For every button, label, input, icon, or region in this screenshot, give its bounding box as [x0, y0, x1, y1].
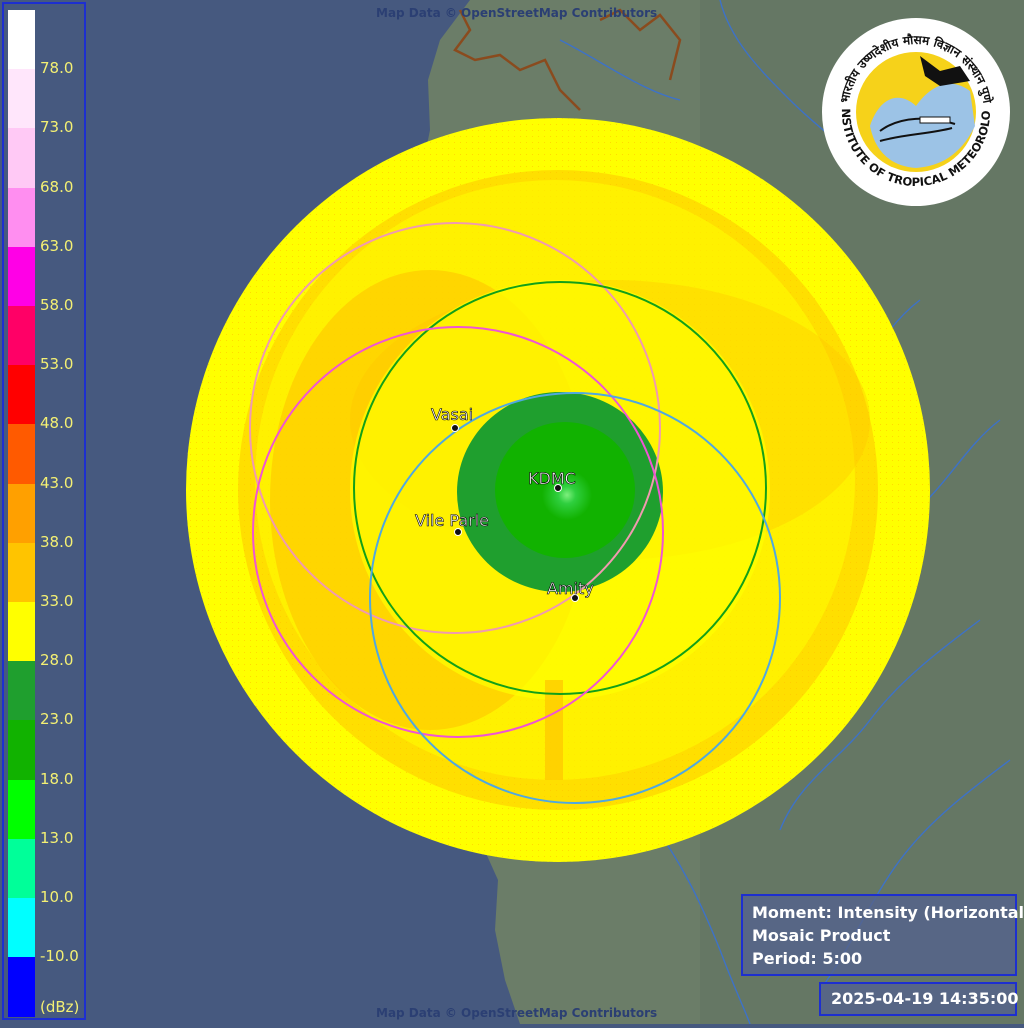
legend-tick: 13.0 [40, 828, 74, 847]
legend-swatch [8, 957, 35, 1018]
map-credit-top: Map Data © OpenStreetMap Contributors [376, 6, 658, 20]
site-vile-parle[interactable]: Vile Parle [415, 511, 489, 536]
site-label-amity: Amity [547, 579, 594, 598]
legend-swatch [8, 365, 35, 426]
site-marker-kdmc [554, 484, 562, 492]
ring-vasai [249, 222, 661, 634]
legend-tick: 53.0 [40, 355, 74, 374]
ring-vile-parle [252, 326, 664, 738]
site-label-vile-parle: Vile Parle [415, 511, 489, 530]
legend-tick: 38.0 [40, 532, 74, 551]
legend-tick: 28.0 [40, 651, 74, 670]
ring-kdmc [353, 281, 767, 695]
legend-tick: 73.0 [40, 118, 74, 137]
legend-swatch [8, 898, 35, 959]
product-info-box: Moment: Intensity (Horizontal) Mosaic Pr… [741, 894, 1024, 976]
legend-swatch [8, 602, 35, 663]
legend-swatch [8, 187, 35, 248]
timestamp-box: 2025-04-19 14:35:00 [819, 982, 1019, 1016]
map-credit-bottom: Map Data © OpenStreetMap Contributors [376, 1006, 658, 1020]
legend-swatch [8, 542, 35, 603]
legend-swatch [8, 69, 35, 130]
site-label-vasai: Vasai [431, 405, 473, 424]
site-amity[interactable]: Amity [547, 579, 594, 602]
site-marker-vile-parle [454, 528, 462, 536]
site-label-kdmc: KDMC [528, 469, 576, 488]
legend-tick: 33.0 [40, 592, 74, 610]
legend-swatch [8, 661, 35, 722]
product-label: Mosaic Product [752, 926, 891, 945]
legend-swatch [8, 424, 35, 485]
color-scale-legend: 78.0 73.0 68.0 63.0 58.0 53.0 48.0 43.0 38.0 33.0… [2, 2, 86, 1020]
site-kdmc[interactable]: KDMC [528, 469, 576, 492]
site-marker-amity [571, 594, 579, 602]
legend-swatch [8, 779, 35, 840]
period-label: Period: 5:00 [752, 949, 863, 968]
legend-swatch [8, 838, 35, 899]
legend-tick: -10.0 [40, 947, 79, 966]
radar-rings [249, 222, 781, 804]
legend-tick: 48.0 [40, 414, 74, 433]
legend-unit: (dBz) [40, 998, 80, 1016]
legend-tick: 10.0 [40, 888, 74, 906]
legend-swatch [8, 720, 35, 781]
legend-tick: 68.0 [40, 177, 74, 196]
legend-tick: 18.0 [40, 769, 74, 788]
site-vasai[interactable]: Vasai [431, 405, 473, 432]
radar-sites: Vasai KDMC Vile Parle Amity [415, 405, 594, 602]
site-marker-vasai [451, 424, 459, 432]
legend-swatch [8, 246, 35, 307]
moment-label: Moment: Intensity (Horizontal) [752, 903, 1024, 922]
legend-tick: 23.0 [40, 710, 74, 729]
ring-amity [369, 392, 781, 804]
legend-tick: 78.0 [40, 59, 74, 78]
timestamp-label: 2025-04-19 14:35:00 [831, 989, 1019, 1008]
legend-swatch [8, 483, 35, 544]
legend-swatch [8, 10, 35, 71]
legend-tick: 43.0 [40, 473, 74, 492]
legend-swatch [8, 306, 35, 367]
iitm-logo: भारतीय उष्णदेशीय मौसम विज्ञान संस्थान पु… [820, 16, 1010, 206]
legend-swatch [8, 128, 35, 189]
state-border [453, 8, 682, 111]
legend-tick: 63.0 [40, 236, 74, 255]
echo-core [457, 392, 663, 592]
legend-tick: 58.0 [40, 296, 74, 314]
